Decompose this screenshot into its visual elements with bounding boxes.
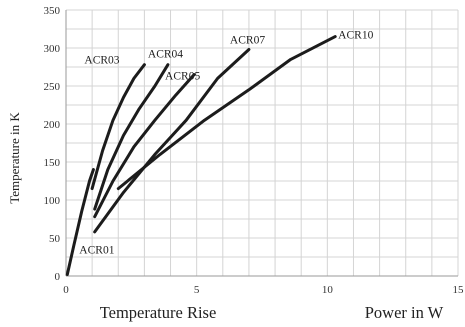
x-tick-label: 5 xyxy=(194,284,200,296)
x-tick-labels: 0 5 10 15 xyxy=(63,284,464,296)
y-tick-labels: 0 50 100 150 200 250 300 350 xyxy=(44,5,61,283)
series-line-acr07 xyxy=(93,48,251,234)
series-labels: ACR01 ACR03 ACR04 ACR05 ACR07 ACR10 xyxy=(79,30,373,257)
series-label-acr03: ACR03 xyxy=(84,55,119,67)
x-tick-label: 0 xyxy=(63,284,69,296)
y-axis-title: Temperature in K xyxy=(7,112,22,204)
series-line-acr03 xyxy=(90,63,146,191)
y-tick-label: 0 xyxy=(55,271,61,283)
x-axis-title-left: Temperature Rise xyxy=(100,303,217,322)
y-tick-label: 300 xyxy=(44,43,61,55)
series-line-acr04 xyxy=(93,63,170,211)
y-tick-label: 50 xyxy=(49,233,61,245)
x-tick-label: 15 xyxy=(453,284,465,296)
x-tick-label: 10 xyxy=(322,284,334,296)
x-axis-title-right: Power in W xyxy=(365,303,444,322)
y-tick-label: 250 xyxy=(44,81,61,93)
series-label-acr05: ACR05 xyxy=(165,71,200,83)
y-tick-label: 200 xyxy=(44,119,61,131)
series-label-acr04: ACR04 xyxy=(148,49,183,61)
y-tick-label: 350 xyxy=(44,5,61,17)
y-tick-label: 100 xyxy=(44,195,61,207)
axes xyxy=(65,10,458,277)
series-label-acr07: ACR07 xyxy=(230,35,265,47)
series-line-acr05 xyxy=(93,73,196,219)
series-line-acr10 xyxy=(116,35,337,191)
y-tick-label: 150 xyxy=(44,157,61,169)
series-line-acr01 xyxy=(65,168,95,276)
series-lines xyxy=(65,35,337,276)
series-label-acr01: ACR01 xyxy=(79,244,114,256)
gridlines xyxy=(65,9,459,277)
series-label-acr10: ACR10 xyxy=(338,30,373,42)
